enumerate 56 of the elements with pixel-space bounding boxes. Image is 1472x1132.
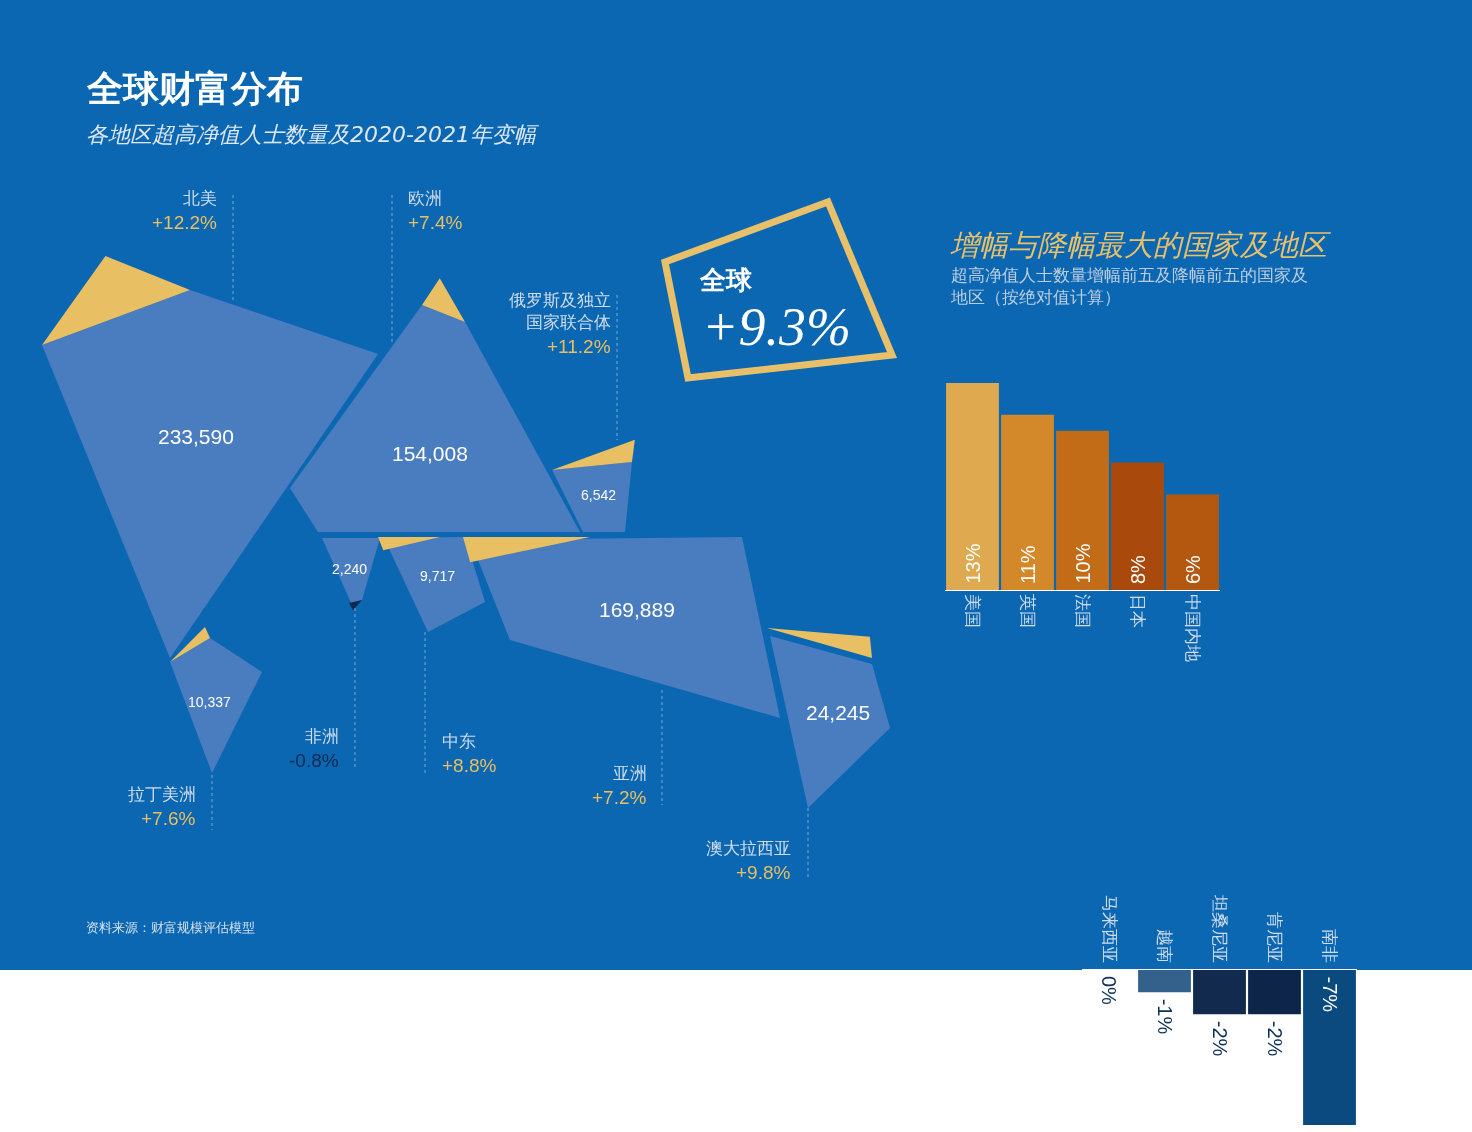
data-label: 0% — [1098, 976, 1120, 1006]
data-label: 9,717 — [420, 568, 456, 584]
bar — [946, 383, 999, 590]
data-label: 13% — [961, 543, 984, 584]
category-label: 俄罗斯及独立国家联合体 — [509, 290, 611, 333]
data-label: 169,889 — [599, 598, 675, 621]
x-tick-label: 中国内地 — [1182, 594, 1203, 663]
data-label: 154,008 — [392, 442, 468, 465]
data-label: +12.2% — [152, 212, 218, 233]
category-label: 拉丁美洲 — [128, 784, 196, 804]
data-label: 6,542 — [581, 487, 617, 503]
data-label: 10% — [1071, 543, 1094, 584]
text: 各地区超高净值人士数量及2020-2021年变幅 — [86, 122, 539, 147]
x-tick-label: 马来西亚 — [1099, 895, 1120, 964]
text: 全球 — [699, 265, 753, 295]
data-label: 11% — [1017, 545, 1039, 584]
data-label: 6% — [1182, 554, 1204, 584]
x-tick-label: 越南 — [1154, 929, 1175, 964]
data-label: +7.4% — [408, 212, 463, 233]
data-label: +7.6% — [141, 808, 196, 829]
data-label: -2% — [1263, 1020, 1286, 1057]
x-tick-label: 法国 — [1072, 594, 1093, 629]
category-label: 中东 — [442, 731, 476, 751]
bar — [1001, 414, 1054, 590]
data-label: 2,240 — [332, 561, 368, 577]
x-tick-label: 南非 — [1319, 929, 1340, 964]
data-label: -1% — [1153, 998, 1176, 1035]
data-label: +11.2% — [547, 336, 611, 357]
data-label: 8% — [1127, 554, 1149, 584]
bar — [1166, 494, 1219, 590]
data-label: +9.8% — [736, 862, 791, 883]
data-label: -0.8% — [289, 750, 339, 771]
bar — [1056, 430, 1109, 590]
x-tick-label: 英国 — [1017, 594, 1038, 629]
data-label: 10,337 — [188, 694, 232, 710]
category-label: 非洲 — [305, 726, 339, 746]
x-tick-label: 坦桑尼亚 — [1209, 894, 1230, 964]
x-tick-label: 美国 — [962, 594, 983, 629]
text: 全球财富分布 — [86, 68, 303, 109]
x-tick-label: 肯尼亚 — [1264, 912, 1285, 964]
data-label: +7.2% — [592, 787, 647, 808]
data-label: 24,245 — [806, 701, 871, 724]
chart-title: 增幅与降幅最大的国家及地区 — [950, 228, 1331, 262]
bar — [1111, 462, 1164, 590]
text: 资料来源：财富规模评估模型 — [86, 920, 255, 935]
category-label: 澳大拉西亚 — [706, 838, 791, 858]
data-label: -2% — [1208, 1020, 1231, 1057]
chart-subtitle: 超高净值人士数量增幅前五及降幅前五的国家及地区（按绝对值计算） — [950, 265, 1308, 308]
data-label: 233,590 — [158, 425, 234, 448]
x-tick-label: 日本 — [1127, 594, 1148, 629]
category-label: 欧洲 — [408, 188, 442, 208]
data-label: -7% — [1318, 976, 1341, 1013]
category-label: 北美 — [183, 188, 217, 208]
data-label: +8.8% — [442, 755, 497, 776]
category-label: 亚洲 — [613, 763, 647, 783]
text: +9.3% — [702, 297, 851, 357]
